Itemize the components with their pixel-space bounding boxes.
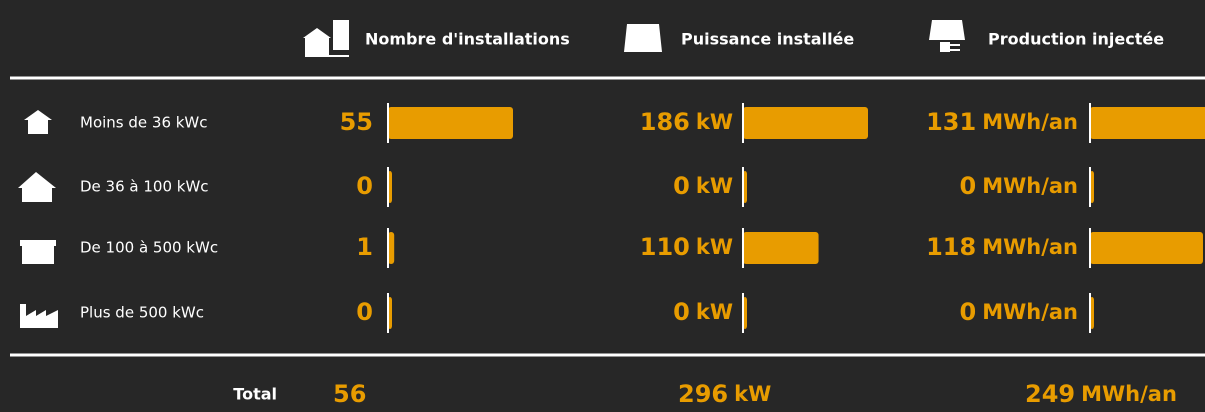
icon-solar-plug — [929, 20, 965, 52]
unit: kW — [696, 110, 733, 134]
column-header: Nombre d'installations — [365, 30, 570, 49]
unit: kW — [696, 235, 733, 259]
icon-solar-panel — [624, 24, 662, 52]
value: 131 — [926, 108, 976, 136]
unit: MWh/an — [982, 235, 1078, 259]
icon-farm — [18, 172, 56, 202]
row-label: De 36 à 100 kWc — [80, 178, 209, 196]
icon-house — [24, 110, 52, 134]
bar — [388, 232, 395, 264]
icon-building — [303, 20, 349, 57]
unit: kW — [696, 174, 733, 198]
total-label: Total — [233, 385, 277, 404]
bar — [743, 107, 868, 139]
value: 186 — [640, 108, 690, 136]
value: 1 — [356, 233, 373, 261]
value: 110 — [640, 233, 690, 261]
bar — [388, 107, 513, 139]
total-value: 56 — [333, 380, 366, 408]
value: 0 — [673, 172, 690, 200]
value: 0 — [959, 172, 976, 200]
total-value: 296 — [678, 380, 728, 408]
unit: MWh/an — [982, 174, 1078, 198]
value: 0 — [673, 298, 690, 326]
bar — [743, 232, 819, 264]
row-label: Moins de 36 kWc — [80, 114, 208, 132]
total-value: 249 — [1025, 380, 1075, 408]
column-header: Puissance installée — [681, 30, 854, 49]
value: 55 — [340, 108, 373, 136]
unit: MWh/an — [1081, 382, 1177, 406]
value: 0 — [356, 298, 373, 326]
unit: MWh/an — [982, 110, 1078, 134]
bar — [1090, 107, 1205, 139]
value: 118 — [926, 233, 976, 261]
icon-warehouse — [20, 240, 56, 264]
column-header: Production injectée — [988, 30, 1164, 49]
unit: kW — [734, 382, 771, 406]
value: 0 — [959, 298, 976, 326]
value: 0 — [356, 172, 373, 200]
icon-factory — [20, 304, 58, 328]
row-label: Plus de 500 kWc — [80, 304, 204, 322]
bar — [1090, 232, 1203, 264]
unit: kW — [696, 300, 733, 324]
unit: MWh/an — [982, 300, 1078, 324]
row-label: De 100 à 500 kWc — [80, 239, 218, 257]
